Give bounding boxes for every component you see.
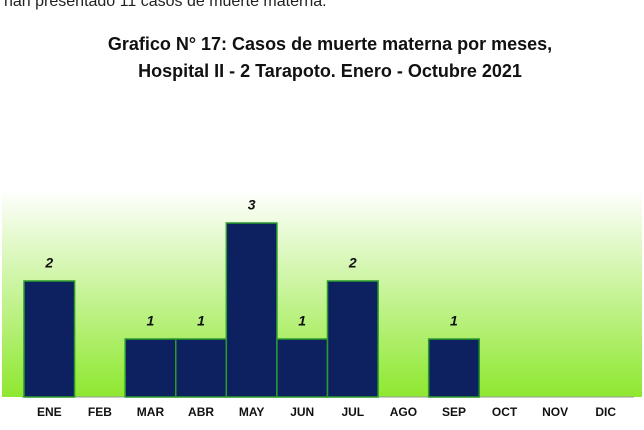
data-label: 1 bbox=[450, 313, 458, 329]
bar bbox=[175, 338, 228, 398]
chart-title: Grafico N° 17: Casos de muerte materna p… bbox=[108, 34, 552, 54]
chart-title: Hospital II - 2 Tarapoto. Enero - Octubr… bbox=[138, 61, 522, 81]
x-tick-label: ABR bbox=[188, 405, 214, 419]
data-label: 2 bbox=[44, 255, 53, 271]
data-label: 1 bbox=[298, 313, 306, 329]
bar bbox=[23, 280, 76, 398]
x-tick-label: NOV bbox=[542, 405, 568, 419]
x-tick-label: ENE bbox=[37, 405, 62, 419]
bar bbox=[276, 338, 329, 398]
bar bbox=[326, 280, 379, 398]
bar bbox=[427, 338, 480, 398]
x-tick-label: MAY bbox=[239, 405, 265, 419]
x-tick-label: JUL bbox=[341, 405, 364, 419]
bar bbox=[124, 338, 177, 398]
x-tick-label: OCT bbox=[492, 405, 518, 419]
caption: han presentado 11 casos de muerte matern… bbox=[4, 0, 327, 10]
x-tick-label: JUN bbox=[290, 405, 314, 419]
data-label: 2 bbox=[348, 255, 357, 271]
x-tick-label: DIC bbox=[595, 405, 616, 419]
data-label: 1 bbox=[197, 313, 205, 329]
bar bbox=[225, 222, 278, 398]
x-tick-label: AGO bbox=[390, 405, 417, 419]
data-label: 3 bbox=[248, 197, 256, 213]
data-label: 1 bbox=[147, 313, 155, 329]
x-tick-label: MAR bbox=[137, 405, 165, 419]
x-tick-label: SEP bbox=[442, 405, 466, 419]
x-tick-label: FEB bbox=[88, 405, 112, 419]
